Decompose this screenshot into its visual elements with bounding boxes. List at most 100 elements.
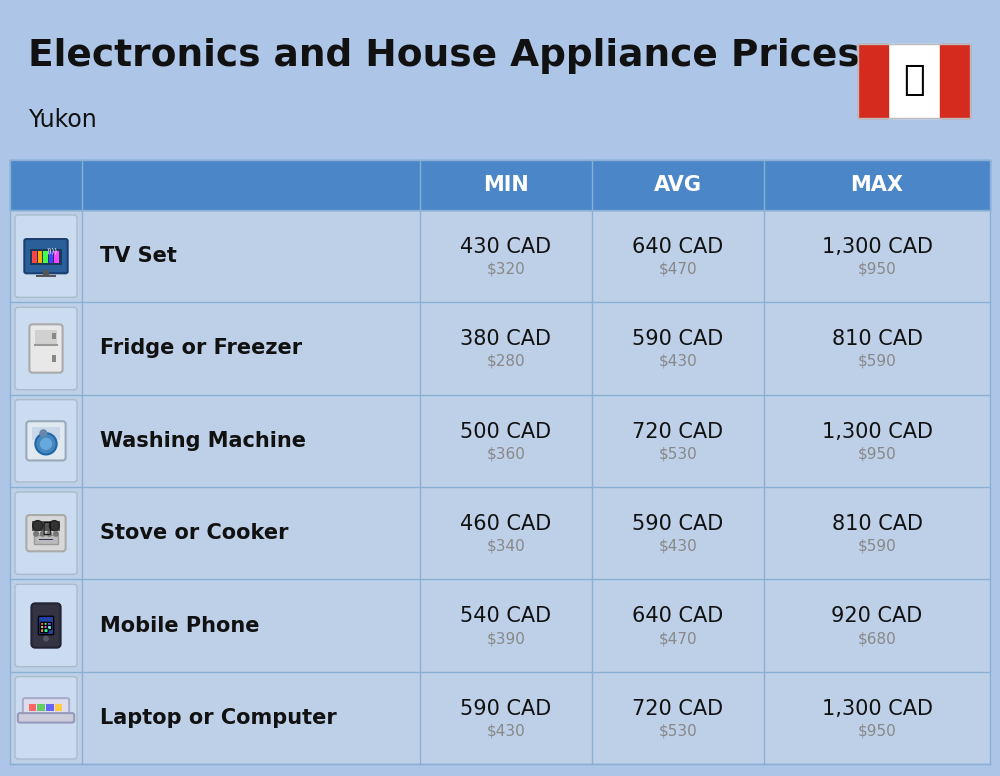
Text: 🔥: 🔥 — [42, 521, 50, 535]
FancyBboxPatch shape — [31, 604, 61, 648]
FancyBboxPatch shape — [15, 400, 77, 482]
Text: 590 CAD: 590 CAD — [460, 699, 552, 719]
Text: $530: $530 — [659, 723, 697, 738]
Text: 1,300 CAD: 1,300 CAD — [822, 237, 932, 257]
Bar — [36, 275, 56, 277]
Bar — [10, 160, 990, 210]
Bar — [32, 521, 60, 531]
Text: $590: $590 — [858, 354, 896, 369]
Text: )))): )))) — [47, 247, 58, 254]
Text: Laptop or Computer: Laptop or Computer — [100, 708, 337, 728]
Bar — [10, 303, 990, 395]
FancyBboxPatch shape — [15, 492, 77, 574]
FancyBboxPatch shape — [47, 625, 52, 629]
Circle shape — [46, 531, 52, 537]
Bar — [858, 44, 888, 118]
Bar — [940, 44, 970, 118]
Text: $590: $590 — [858, 539, 896, 553]
FancyBboxPatch shape — [24, 239, 68, 273]
Bar — [34, 535, 58, 544]
Bar — [52, 333, 56, 339]
Bar — [43, 251, 48, 263]
Text: 720 CAD: 720 CAD — [632, 422, 724, 442]
Bar — [32, 428, 60, 440]
Bar — [46, 704, 54, 711]
Bar — [10, 487, 990, 580]
Circle shape — [35, 433, 57, 455]
FancyBboxPatch shape — [15, 677, 77, 759]
Text: $950: $950 — [858, 723, 896, 738]
Text: $360: $360 — [487, 446, 525, 462]
Text: $340: $340 — [487, 539, 525, 553]
Text: 1,300 CAD: 1,300 CAD — [822, 699, 932, 719]
Text: $470: $470 — [659, 631, 697, 646]
Circle shape — [40, 531, 46, 537]
Text: 810 CAD: 810 CAD — [832, 514, 922, 534]
Text: $430: $430 — [487, 723, 525, 738]
Bar — [29, 704, 36, 711]
Circle shape — [53, 531, 59, 537]
Circle shape — [33, 531, 39, 537]
Bar — [37, 704, 45, 711]
Text: AVG: AVG — [654, 175, 702, 195]
Text: 810 CAD: 810 CAD — [832, 330, 922, 349]
Bar — [10, 210, 990, 303]
Bar — [38, 251, 42, 263]
FancyBboxPatch shape — [44, 625, 48, 629]
Bar — [49, 251, 53, 263]
Circle shape — [49, 521, 59, 531]
Bar — [32, 251, 37, 263]
Bar — [858, 44, 970, 118]
Text: 590 CAD: 590 CAD — [632, 514, 724, 534]
FancyBboxPatch shape — [44, 622, 48, 626]
Text: $320: $320 — [487, 262, 525, 277]
Bar — [30, 249, 62, 265]
Circle shape — [39, 437, 53, 451]
Text: $950: $950 — [858, 262, 896, 277]
FancyBboxPatch shape — [40, 629, 45, 632]
Bar — [55, 704, 62, 711]
Bar — [39, 539, 53, 540]
Text: $280: $280 — [487, 354, 525, 369]
Text: Yukon: Yukon — [28, 108, 97, 132]
FancyBboxPatch shape — [18, 713, 74, 722]
FancyBboxPatch shape — [26, 515, 66, 551]
Text: MIN: MIN — [483, 175, 529, 195]
Bar — [10, 672, 990, 764]
Text: 500 CAD: 500 CAD — [460, 422, 552, 442]
Text: Electronics and House Appliance Prices: Electronics and House Appliance Prices — [28, 38, 860, 74]
Text: 460 CAD: 460 CAD — [460, 514, 552, 534]
Text: 640 CAD: 640 CAD — [632, 607, 724, 626]
FancyBboxPatch shape — [15, 215, 77, 297]
Text: 430 CAD: 430 CAD — [460, 237, 552, 257]
Circle shape — [43, 636, 49, 642]
Bar — [10, 580, 990, 672]
Text: 1,300 CAD: 1,300 CAD — [822, 422, 932, 442]
FancyBboxPatch shape — [47, 622, 52, 626]
Text: MAX: MAX — [850, 175, 904, 195]
FancyBboxPatch shape — [26, 421, 66, 460]
FancyBboxPatch shape — [40, 622, 45, 626]
FancyBboxPatch shape — [40, 625, 45, 629]
Bar — [10, 395, 990, 487]
Text: $530: $530 — [659, 446, 697, 462]
FancyBboxPatch shape — [38, 616, 54, 635]
Bar — [35, 331, 57, 345]
FancyBboxPatch shape — [23, 698, 69, 717]
Circle shape — [33, 521, 43, 531]
Text: Mobile Phone: Mobile Phone — [100, 615, 260, 636]
Text: 590 CAD: 590 CAD — [632, 330, 724, 349]
Text: $470: $470 — [659, 262, 697, 277]
FancyBboxPatch shape — [29, 324, 63, 372]
Text: $430: $430 — [659, 354, 697, 369]
FancyBboxPatch shape — [15, 307, 77, 390]
Text: 540 CAD: 540 CAD — [460, 607, 552, 626]
Text: TV Set: TV Set — [100, 246, 177, 266]
Bar — [54, 251, 59, 263]
Bar — [43, 270, 49, 276]
Text: 380 CAD: 380 CAD — [460, 330, 552, 349]
FancyBboxPatch shape — [44, 629, 48, 632]
Text: 🍁: 🍁 — [903, 63, 925, 97]
Text: 920 CAD: 920 CAD — [831, 607, 923, 626]
Bar — [858, 44, 970, 118]
